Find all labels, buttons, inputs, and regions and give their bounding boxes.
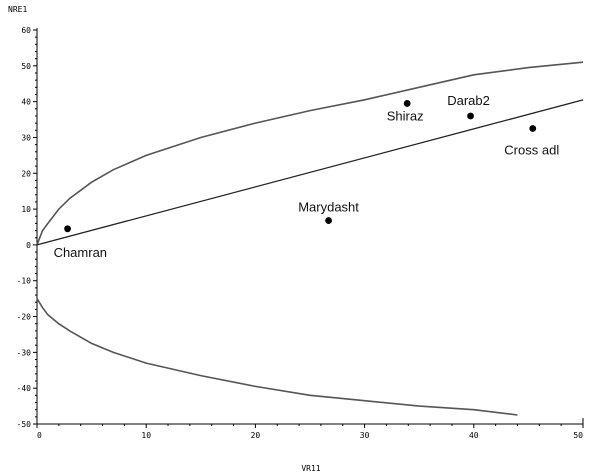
x-axis-title: VR11 [301,464,320,473]
y-tick-label: 10 [21,205,31,214]
x-tick-group: 0 10 20 30 40 50 [36,424,584,440]
y-tick-label: -40 [17,384,32,393]
data-point [325,217,332,224]
y-tick-label: -50 [17,420,32,429]
y-tick-label: 50 [21,62,31,71]
y-tick-label: 60 [21,26,31,35]
y-tick-label: 40 [21,98,31,107]
y-axis-title: NRE1 [8,5,27,14]
x-tick-label: 50 [573,431,583,440]
y-tick-label: -20 [17,313,32,322]
y-tick-label: 30 [21,133,31,142]
y-tick-label: 0 [26,241,31,250]
point-labels: Chamran Marydasht Shiraz Darab2 Cross adl [54,93,560,260]
regression-line [36,99,584,246]
lower-limit-curve [36,298,518,416]
x-tick-label: 40 [469,431,479,440]
y-tick-label: 20 [21,169,31,178]
x-tick-label: 0 [37,431,42,440]
point-label: Marydasht [298,200,359,215]
y-tick-label: -30 [17,348,32,357]
data-point [64,225,71,233]
data-point [403,100,411,107]
data-point [467,112,474,120]
upper-limit-curve [36,61,584,246]
y-tick-label: -10 [17,277,32,286]
point-label: Chamran [54,245,107,260]
y-tick-group: -50 -40 -30 -20 -10 0 10 20 30 40 50 60 [17,26,37,429]
point-label: Shiraz [387,108,424,123]
x-tick-label: 10 [141,431,151,440]
point-label: Darab2 [447,93,490,108]
point-label: Cross adl [504,143,559,158]
data-points [64,100,537,233]
x-tick-label: 30 [360,431,370,440]
x-tick-label: 20 [251,431,261,440]
data-point [529,125,537,132]
